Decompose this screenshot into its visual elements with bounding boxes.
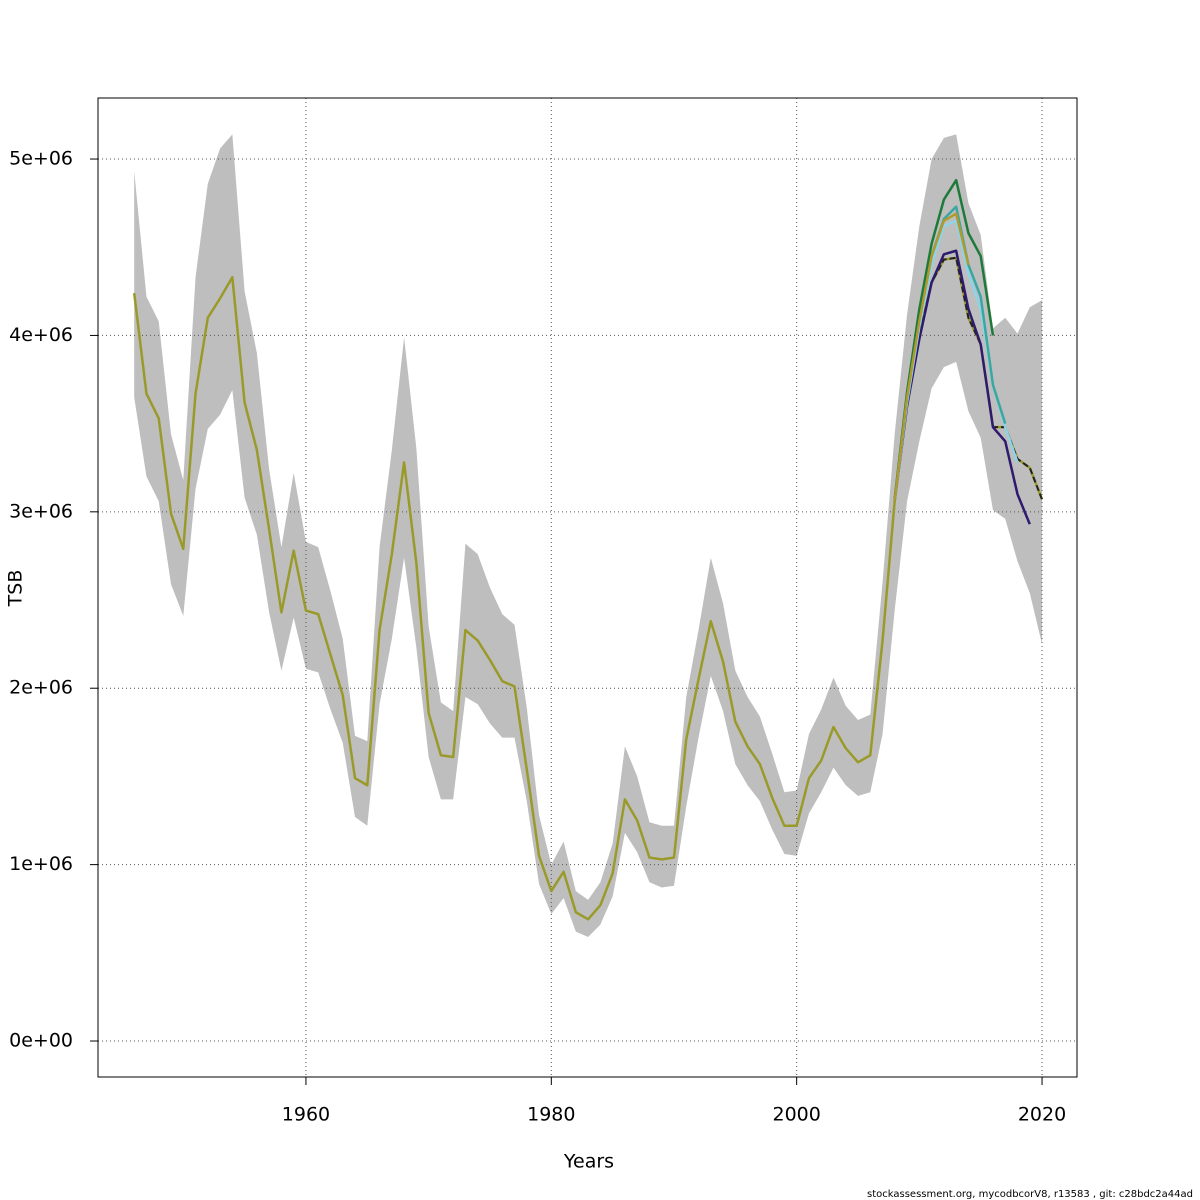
y-tick-label: 5e+06 <box>9 148 73 170</box>
x-tick-label: 2020 <box>1018 1104 1066 1126</box>
y-tick-label: 3e+06 <box>9 500 73 522</box>
series-line <box>132 256 1044 921</box>
series-line <box>893 249 1031 525</box>
series-line <box>893 212 970 500</box>
confidence-band <box>134 134 1043 937</box>
x-tick-label: 2000 <box>772 1104 820 1126</box>
x-axis-label: Years <box>563 1151 614 1173</box>
y-tick-label: 2e+06 <box>9 677 73 699</box>
footer: stockassessment.org, mycodbcorV8, r13583… <box>867 1189 1193 1200</box>
y-tick-label: 4e+06 <box>9 324 73 346</box>
y-tick-label: 1e+06 <box>9 853 73 875</box>
y-tick-label: 0e+00 <box>9 1030 73 1052</box>
x-tick-label: 1960 <box>282 1104 330 1126</box>
plot-frame <box>97 97 1078 1078</box>
x-tick-label: 1980 <box>527 1104 575 1126</box>
y-axis-label: TSB <box>5 570 27 608</box>
